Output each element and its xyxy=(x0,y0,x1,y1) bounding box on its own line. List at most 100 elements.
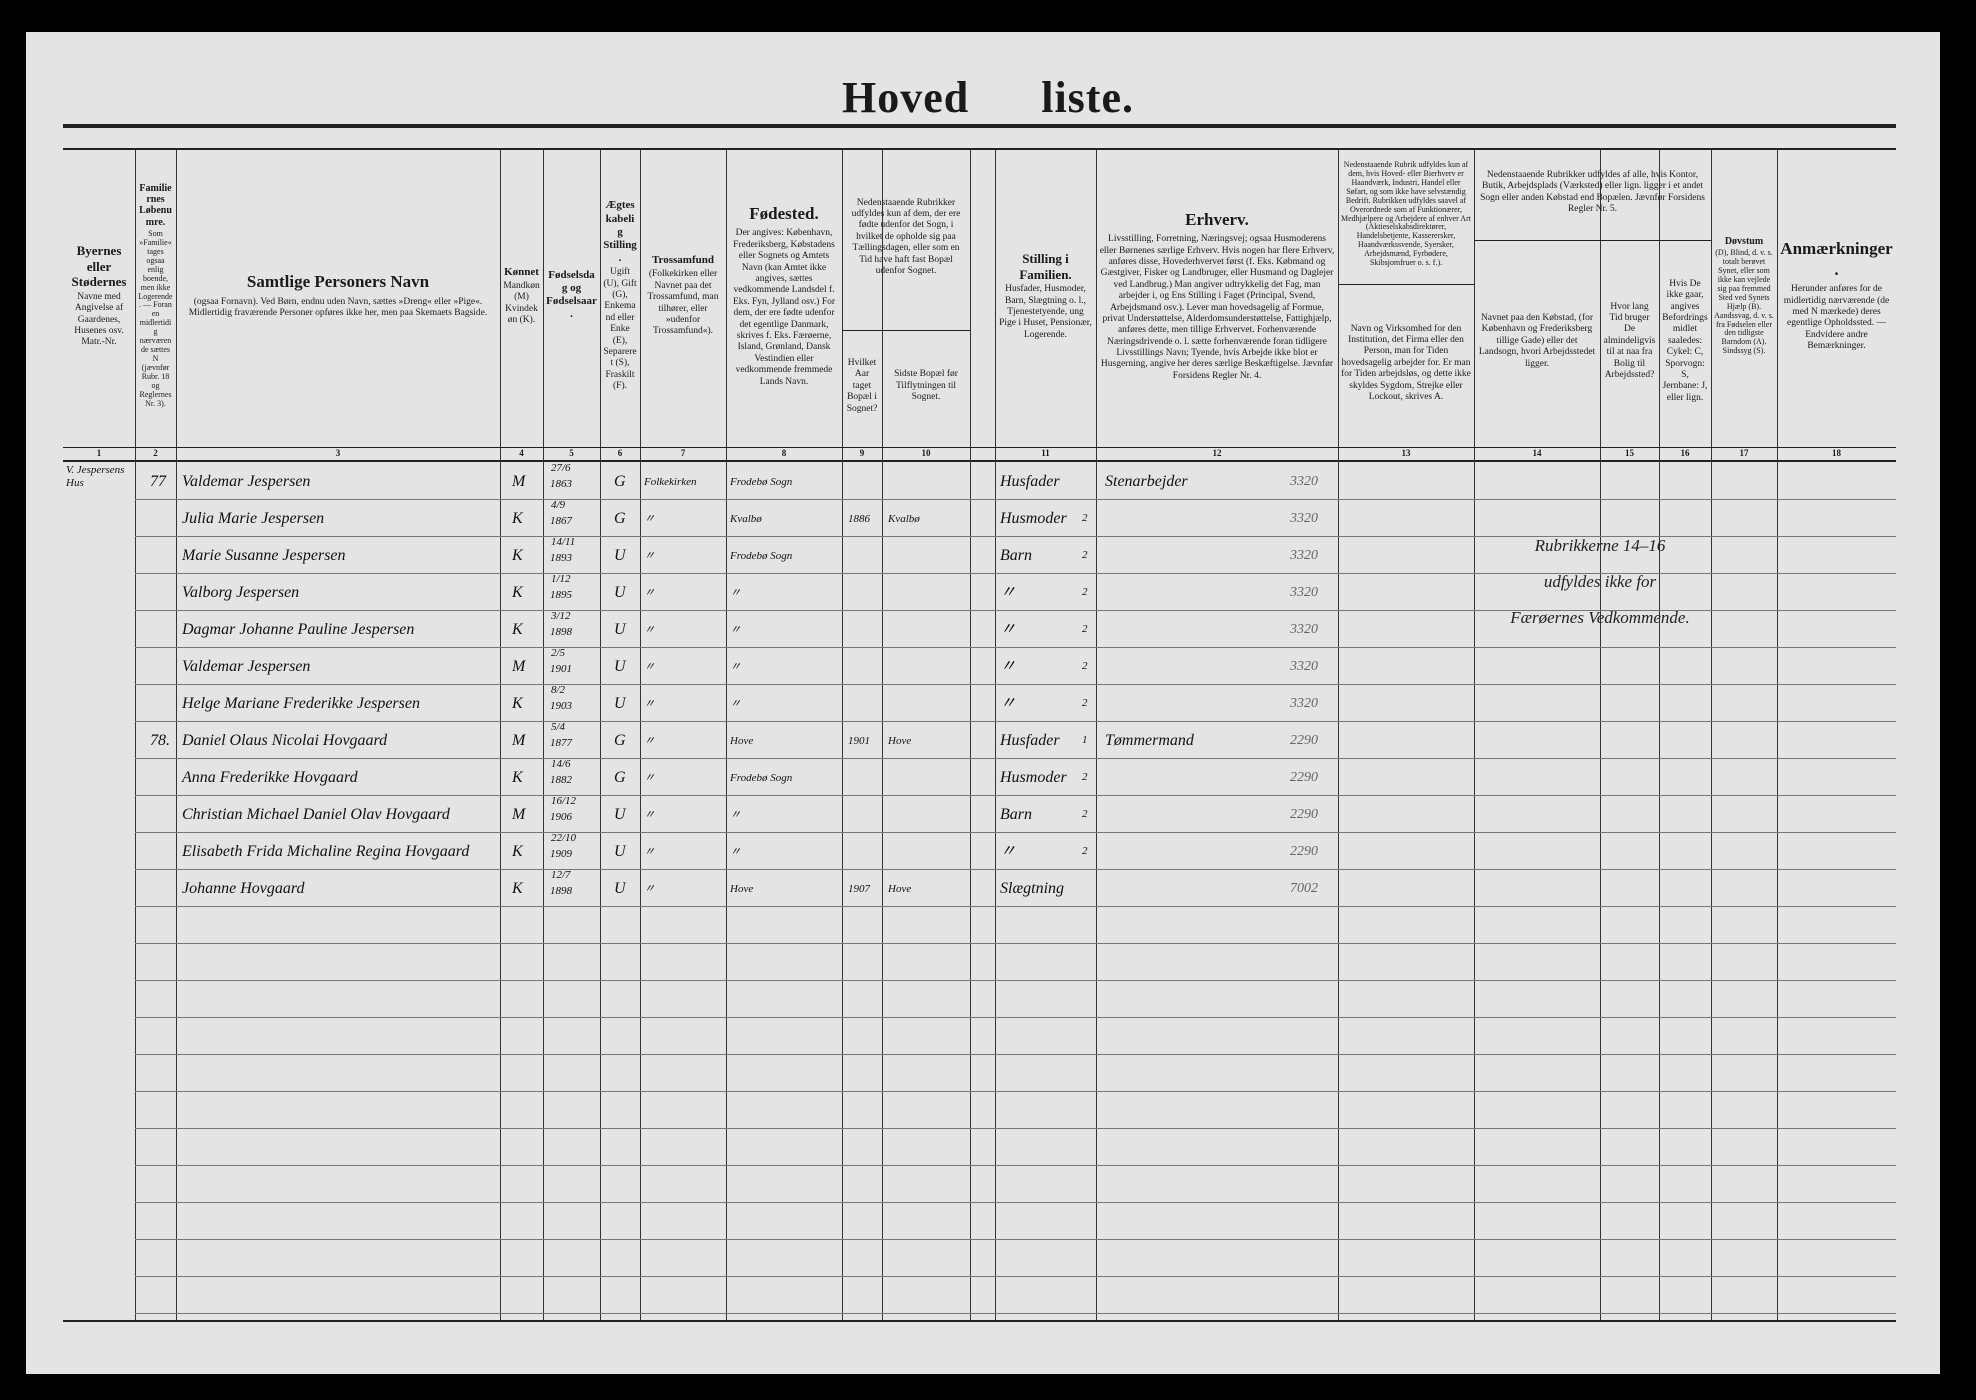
row-line xyxy=(135,795,1896,796)
subheader-rule xyxy=(1338,284,1474,285)
column-header: Hvor lang Tid bruger De almindeligvis ti… xyxy=(1600,240,1659,443)
column-header-text: Ugift (U), Gift (G), Enkemand eller Enke… xyxy=(603,267,637,392)
column-header: Hvilket Aar taget Bopæl i Sognet? xyxy=(842,330,882,443)
cell-moved: 1901 xyxy=(848,735,870,747)
row-line xyxy=(135,1313,1896,1314)
cell-position: Barn xyxy=(1000,547,1032,564)
cell-birthplace: Hove xyxy=(730,883,754,895)
row-line xyxy=(135,684,1896,685)
row-line xyxy=(135,1017,1896,1018)
column-header-text: Husfader, Husmoder, Barn, Slægtning o. l… xyxy=(999,284,1092,340)
cell-sex: K xyxy=(512,584,523,601)
cell-religion: 〃 xyxy=(644,513,655,525)
column-header-text: (D), Blind, d. v. s. totalt berøvet Syne… xyxy=(1714,247,1774,356)
page-title: Hoved liste. xyxy=(842,73,1134,122)
cell-marital: U xyxy=(614,547,626,564)
cell-name: Helge Mariane Frederikke Jespersen xyxy=(182,695,420,712)
header-bottom-rule xyxy=(63,460,1896,462)
column-divider xyxy=(1711,149,1712,1320)
cell-marital: U xyxy=(614,584,626,601)
cell-poscode: 2 xyxy=(1082,586,1088,598)
cell-code: 3320 xyxy=(1290,659,1318,674)
cell-sex: M xyxy=(512,658,526,675)
cell-sex: K xyxy=(512,695,523,712)
column-header-text: Mandkøn (M) Kvindekøn (K). xyxy=(503,280,540,325)
column-header-text: Hvis De ikke gaar, angives Befordringsmi… xyxy=(1662,278,1708,403)
column-divider xyxy=(726,149,727,1320)
cell-marital: G xyxy=(614,732,626,749)
cell-sex: M xyxy=(512,732,526,749)
column-header: Nedenstaaende Rubrik udfyldes kun af dem… xyxy=(1338,149,1474,280)
cell-position: Husmoder xyxy=(1000,769,1067,786)
cell-sex: K xyxy=(512,510,523,527)
cell-prev: Hove xyxy=(888,883,912,895)
cell-year: 1882 xyxy=(550,774,572,786)
cell-poscode: 1 xyxy=(1082,734,1088,746)
cell-marital: U xyxy=(614,806,626,823)
row-line xyxy=(135,536,1896,537)
cell-position: Husfader xyxy=(1000,732,1060,749)
column-header-text: Navnet paa den Købstad, (for København o… xyxy=(1478,313,1596,369)
column-header-text: (Folkekirken eller Navnet paa det Trossa… xyxy=(647,269,719,337)
cell-name: Daniel Olaus Nicolai Hovgaard xyxy=(182,732,388,749)
cell-marital: U xyxy=(614,658,626,675)
column-divider xyxy=(1600,149,1601,1320)
column-divider xyxy=(1338,149,1339,1320)
column-header-text: Der angives: København, Frederiksberg, K… xyxy=(732,228,836,387)
cell-year: 1901 xyxy=(550,663,572,675)
column-number: 18 xyxy=(1832,448,1841,458)
cell-code: 7002 xyxy=(1290,881,1318,896)
column-header-text: Nedenstaaende Rubrikker udfyldes kun af … xyxy=(851,197,961,276)
row-line xyxy=(135,1054,1896,1055)
cell-year: 1909 xyxy=(550,848,572,860)
column-header-text: Hvor lang Tid bruger De almindeligvis ti… xyxy=(1603,301,1656,380)
cell-occupation: Tømmermand xyxy=(1105,732,1194,749)
cell-religion: 〃 xyxy=(644,624,655,636)
cell-position: Slægtning xyxy=(1000,880,1065,897)
column-header: Anmærkninger. Herunder anføres for de mid… xyxy=(1777,149,1896,443)
cell-poscode: 2 xyxy=(1082,845,1088,857)
cell-marital: G xyxy=(614,473,626,490)
cell-sex: K xyxy=(512,880,523,897)
column-header: Nedenstaaende Rubrikker udfyldes kun af … xyxy=(842,149,970,326)
birth-day: 16/12 xyxy=(551,795,577,807)
cell-name: Julia Marie Jespersen xyxy=(182,510,325,527)
cell-name: Dagmar Johanne Pauline Jespersen xyxy=(182,621,415,638)
note-columns-14-16: Rubrikkerne 14–16 udfyldes ikke for Færø… xyxy=(1480,528,1720,636)
cell-birthplace: Frodebø Sogn xyxy=(730,550,793,562)
cell-birthplace: 〃 xyxy=(730,624,741,636)
cell-marital: U xyxy=(614,843,626,860)
cell-code: 2290 xyxy=(1290,770,1318,785)
row-line xyxy=(135,980,1896,981)
column-divider xyxy=(600,149,601,1320)
birth-day: 8/2 xyxy=(551,684,566,696)
header-top-rule xyxy=(63,148,1896,150)
column-divider xyxy=(640,149,641,1320)
column-header-title: Fødselsdag og Fødselsaar. xyxy=(546,268,597,321)
column-header-title: Kønnet xyxy=(504,265,539,278)
cell-birthplace: Kvalbø xyxy=(730,513,762,525)
column-number: 11 xyxy=(1041,448,1050,458)
cell-marital: G xyxy=(614,510,626,527)
column-divider xyxy=(1777,149,1778,1320)
cell-year: 1867 xyxy=(550,515,572,527)
cell-name: Marie Susanne Jespersen xyxy=(182,547,346,564)
birth-day: 4/9 xyxy=(551,499,566,511)
column-header-text: Nedenstaaende Rubrikker udfyldes af alle… xyxy=(1480,169,1705,214)
column-number: 7 xyxy=(680,448,686,458)
cell-year: 1898 xyxy=(550,626,572,638)
column-header: Kønnet Mandkøn (M) Kvindekøn (K). xyxy=(500,149,543,443)
column-header: Fødested. Der angives: København, Frederi… xyxy=(726,149,842,443)
column-header-title: Stilling i Familien. xyxy=(1019,250,1072,282)
cell-religion: 〃 xyxy=(644,772,655,784)
column-header-title: Døvstum xyxy=(1724,235,1764,247)
column-number: 1 xyxy=(96,448,102,458)
cell-poscode: 2 xyxy=(1082,771,1088,783)
column-number: 3 xyxy=(335,448,341,458)
cell-religion: Folkekirken xyxy=(644,476,697,488)
column-number: 13 xyxy=(1401,448,1411,458)
row-line xyxy=(135,758,1896,759)
row-line xyxy=(135,1091,1896,1092)
column-header: Hvis De ikke gaar, angives Befordringsmi… xyxy=(1659,240,1711,443)
column-header: Navnet paa den Købstad, (for København o… xyxy=(1474,240,1600,443)
